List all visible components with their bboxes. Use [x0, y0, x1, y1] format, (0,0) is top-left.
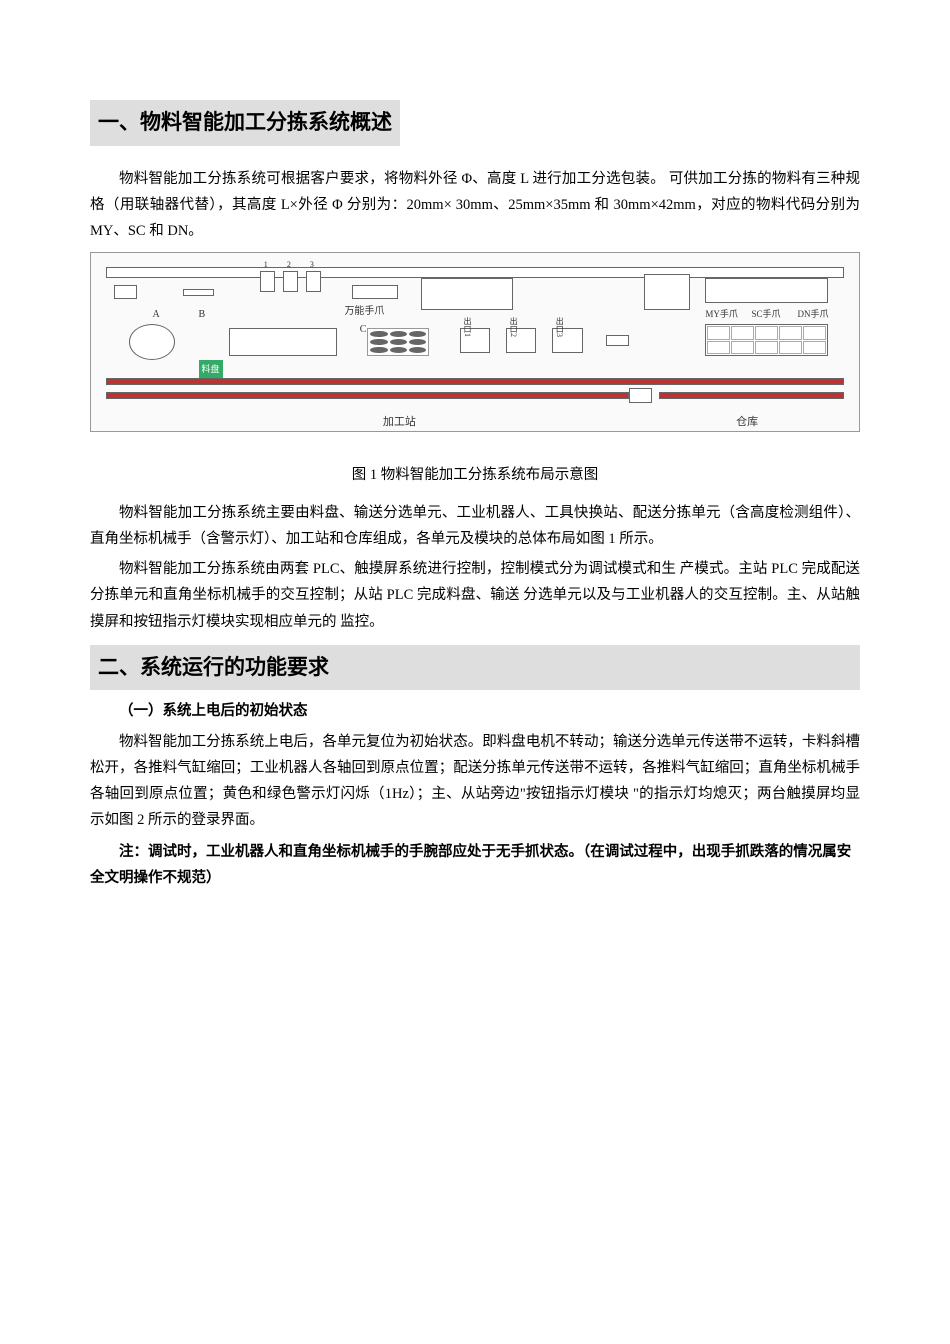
label-cyl2: 2	[287, 258, 291, 272]
dot-icon	[390, 347, 407, 353]
label-cyl3: 3	[310, 258, 314, 272]
top-rail	[106, 267, 843, 278]
warehouse-grid	[705, 324, 828, 356]
box-bar	[183, 289, 214, 296]
paragraph-1: 物料智能加工分拣系统可根据客户要求，将物料外径 Φ、高度 L 进行加工分选包装。…	[90, 166, 860, 244]
dot-icon	[390, 331, 407, 337]
label-a: A	[152, 306, 159, 324]
figure-1: A B 1 2 3 万能手爪 C	[90, 252, 860, 488]
label-myclaw: MY手爪	[705, 306, 738, 322]
dot-icon	[409, 347, 426, 353]
figure-1-caption: 图 1 物料智能加工分拣系统布局示意图	[90, 462, 860, 488]
bottom-rail-1	[106, 378, 843, 385]
schematic-diagram: A B 1 2 3 万能手爪 C	[90, 252, 860, 432]
paragraph-3: 物料智能加工分拣系统由两套 PLC、触摸屏系统进行控制，控制模式分为调试模式和生…	[90, 556, 860, 634]
cyl-1	[260, 271, 275, 292]
robot-area	[421, 278, 513, 310]
cyl-2	[283, 271, 298, 292]
label-jiagong: 加工站	[383, 413, 416, 433]
paragraph-2: 物料智能加工分拣系统主要由料盘、输送分选单元、工业机器人、工具快换站、配送分拣单…	[90, 500, 860, 552]
right-panel	[644, 274, 690, 310]
storage-cell	[731, 341, 754, 355]
bottom-rail-2b	[659, 392, 843, 399]
label-c: C	[360, 321, 367, 339]
dots-grid	[367, 328, 428, 356]
label-cyl1: 1	[264, 258, 268, 272]
label-exit2: 出口2	[506, 317, 520, 337]
conveyor	[229, 328, 337, 356]
dot-icon	[370, 331, 387, 337]
label-wanneng: 万能手爪	[344, 303, 384, 321]
page-container: 一、物料智能加工分拣系统概述 物料智能加工分拣系统可根据客户要求，将物料外径 Φ…	[90, 100, 860, 891]
dot-icon	[390, 339, 407, 345]
storage-cell	[803, 326, 826, 340]
storage-cell	[779, 341, 802, 355]
small-box	[606, 335, 629, 346]
label-cangku: 仓库	[736, 413, 758, 433]
heading-1: 一、物料智能加工分拣系统概述	[90, 100, 400, 146]
note-text: 注：调试时，工业机器人和直角坐标机械手的手腕部应处于无手抓状态。（在调试过程中，…	[90, 839, 860, 891]
bottom-rail-2a	[106, 392, 628, 399]
dot-icon	[409, 339, 426, 345]
storage-cell	[755, 326, 778, 340]
dot-icon	[370, 339, 387, 345]
dot-icon	[409, 331, 426, 337]
cyl-3	[306, 271, 321, 292]
storage-cell	[707, 341, 730, 355]
storage-cell	[707, 326, 730, 340]
wheel-icon	[629, 388, 652, 402]
storage-cell	[731, 326, 754, 340]
universal-claw	[352, 285, 398, 299]
label-b: B	[199, 306, 206, 324]
heading-2: 二、系统运行的功能要求	[90, 645, 860, 691]
label-dnclaw: DN手爪	[798, 306, 829, 322]
storage-cell	[803, 341, 826, 355]
label-scclaw: SC手爪	[751, 306, 780, 322]
box-left-1	[114, 285, 137, 299]
label-exit3: 出口3	[552, 317, 566, 337]
label-liaopan: 料盘	[199, 360, 223, 378]
storage-cell	[779, 326, 802, 340]
dot-icon	[370, 347, 387, 353]
claw-area	[705, 278, 828, 303]
storage-cell	[755, 341, 778, 355]
label-exit1: 出口1	[460, 317, 474, 337]
subheading-1: （一）系统上电后的初始状态	[90, 698, 860, 724]
material-disk	[129, 324, 175, 360]
paragraph-4: 物料智能加工分拣系统上电后，各单元复位为初始状态。即料盘电机不转动；输送分选单元…	[90, 729, 860, 833]
